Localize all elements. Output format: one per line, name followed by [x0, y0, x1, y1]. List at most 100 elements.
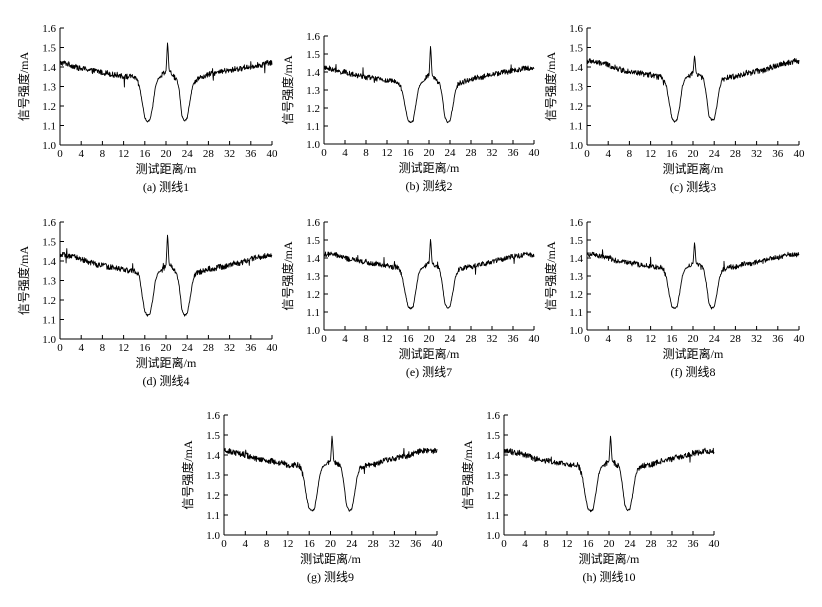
y-tick-label: 1.4	[206, 450, 220, 462]
x-tick-label: 0	[221, 538, 227, 550]
panel-caption: (d) 测线4	[143, 374, 190, 388]
y-tick-label: 1.1	[486, 510, 500, 522]
x-tick-label: 28	[646, 538, 658, 550]
x-tick-label: 40	[709, 538, 721, 550]
signal-series-line	[503, 435, 715, 513]
x-tick-label: 28	[730, 333, 742, 345]
x-tick-label: 12	[118, 148, 129, 160]
x-tick-label: 20	[325, 538, 337, 550]
x-tick-label: 16	[139, 342, 151, 354]
y-tick-label: 1.6	[306, 217, 320, 229]
y-tick-label: 1.5	[569, 235, 583, 247]
x-tick-label: 36	[508, 333, 520, 345]
y-tick-label: 1.5	[42, 237, 56, 249]
y-tick-label: 1.6	[206, 410, 220, 422]
panel-6: 0 4 8 12 16 20 24 28 32 36 40 1.0 1.1 1.2 1.3 1.4 1.5 1.6…	[543, 217, 805, 379]
x-tick-label: 16	[304, 538, 316, 550]
y-tick-label: 1.1	[306, 307, 320, 319]
y-tick-label: 1.4	[42, 256, 56, 268]
x-tick-label: 4	[522, 538, 528, 550]
x-tick-label: 12	[118, 342, 129, 354]
y-tick-label: 1.2	[42, 295, 56, 307]
y-axis-label: 信号强度/mA	[280, 55, 295, 125]
y-axis-label: 信号强度/mA	[16, 52, 31, 122]
x-tick-label: 8	[543, 538, 549, 550]
y-tick-label: 1.3	[569, 82, 583, 94]
y-tick-label: 1.2	[306, 289, 320, 301]
y-tick-label: 1.4	[42, 62, 56, 74]
y-tick-label: 1.6	[569, 217, 583, 229]
signal-series-line	[323, 238, 535, 310]
x-tick-label: 12	[645, 148, 656, 160]
panel-caption: (b) 测线2	[406, 179, 453, 193]
x-tick-label: 32	[224, 342, 235, 354]
x-tick-label: 12	[562, 538, 573, 550]
x-tick-label: 4	[605, 148, 611, 160]
x-tick-label: 28	[466, 147, 478, 159]
y-axis-label: 信号强度/mA	[543, 241, 558, 311]
y-tick-label: 1.0	[206, 530, 220, 542]
y-tick-label: 1.2	[569, 101, 583, 113]
y-tick-label: 1.5	[486, 430, 500, 442]
x-tick-label: 8	[100, 342, 106, 354]
y-tick-label: 1.1	[42, 315, 56, 327]
y-axis-label: 信号强度/mA	[460, 440, 475, 510]
x-tick-label: 4	[243, 538, 249, 550]
x-tick-label: 20	[424, 333, 436, 345]
x-tick-label: 24	[709, 333, 721, 345]
y-axis-label: 信号强度/mA	[16, 246, 31, 316]
x-tick-label: 24	[625, 538, 637, 550]
panel-5: 0 4 8 12 16 20 24 28 32 36 40 1.0 1.1 1.2 1.3 1.4 1.5 1.6…	[280, 217, 540, 379]
x-tick-label: 20	[161, 342, 173, 354]
y-tick-label: 1.0	[42, 334, 56, 346]
y-tick-label: 1.2	[486, 490, 500, 502]
x-tick-label: 36	[688, 538, 700, 550]
signal-series-line	[586, 55, 800, 123]
x-tick-label: 0	[501, 538, 507, 550]
x-tick-label: 32	[224, 148, 235, 160]
x-axis-label: 测试距离/m	[300, 551, 361, 566]
x-tick-label: 8	[627, 148, 633, 160]
x-tick-label: 16	[666, 148, 678, 160]
y-tick-label: 1.5	[306, 235, 320, 247]
y-tick-label: 1.0	[486, 530, 500, 542]
x-tick-label: 24	[346, 538, 358, 550]
x-axis-label: 测试距离/m	[399, 346, 460, 361]
y-tick-label: 1.4	[306, 67, 320, 79]
y-tick-label: 1.3	[486, 470, 500, 482]
panel-3: 0 4 8 12 16 20 24 28 32 36 40 1.0 1.1 1.2 1.3 1.4 1.5 1.6…	[543, 23, 805, 194]
x-tick-label: 4	[78, 148, 84, 160]
x-axis-label: 测试距离/m	[136, 355, 197, 370]
y-tick-label: 1.5	[569, 43, 583, 55]
y-tick-label: 1.0	[569, 140, 583, 152]
x-tick-label: 20	[688, 148, 700, 160]
x-tick-label: 32	[751, 333, 762, 345]
x-tick-label: 0	[584, 148, 590, 160]
panel-caption: (g) 测线9	[307, 570, 354, 584]
panel-7: 0 4 8 12 16 20 24 28 32 36 40 1.0 1.1 1.2 1.3 1.4 1.5 1.6…	[180, 410, 443, 584]
y-axis-label: 信号强度/mA	[280, 241, 295, 311]
x-tick-label: 4	[342, 333, 348, 345]
panel-caption: (e) 测线7	[406, 365, 452, 379]
y-tick-label: 1.4	[569, 62, 583, 74]
y-tick-label: 1.0	[42, 140, 56, 152]
y-tick-label: 1.3	[206, 470, 220, 482]
x-tick-label: 12	[645, 333, 656, 345]
x-tick-label: 16	[666, 333, 678, 345]
x-tick-label: 24	[445, 147, 457, 159]
x-tick-label: 36	[245, 148, 257, 160]
x-tick-label: 28	[466, 333, 478, 345]
x-tick-label: 32	[389, 538, 400, 550]
panel-8: 0 4 8 12 16 20 24 28 32 36 40 1.0 1.1 1.2 1.3 1.4 1.5 1.6…	[460, 410, 720, 584]
x-tick-label: 12	[382, 333, 393, 345]
x-tick-label: 16	[583, 538, 595, 550]
y-tick-label: 1.3	[569, 271, 583, 283]
x-tick-label: 20	[424, 147, 436, 159]
x-tick-label: 36	[772, 148, 784, 160]
x-tick-label: 32	[487, 147, 498, 159]
x-tick-label: 24	[445, 333, 457, 345]
panel-caption: (h) 测线10	[583, 570, 636, 584]
x-tick-label: 40	[432, 538, 444, 550]
y-tick-label: 1.2	[569, 289, 583, 301]
x-tick-label: 40	[267, 148, 279, 160]
